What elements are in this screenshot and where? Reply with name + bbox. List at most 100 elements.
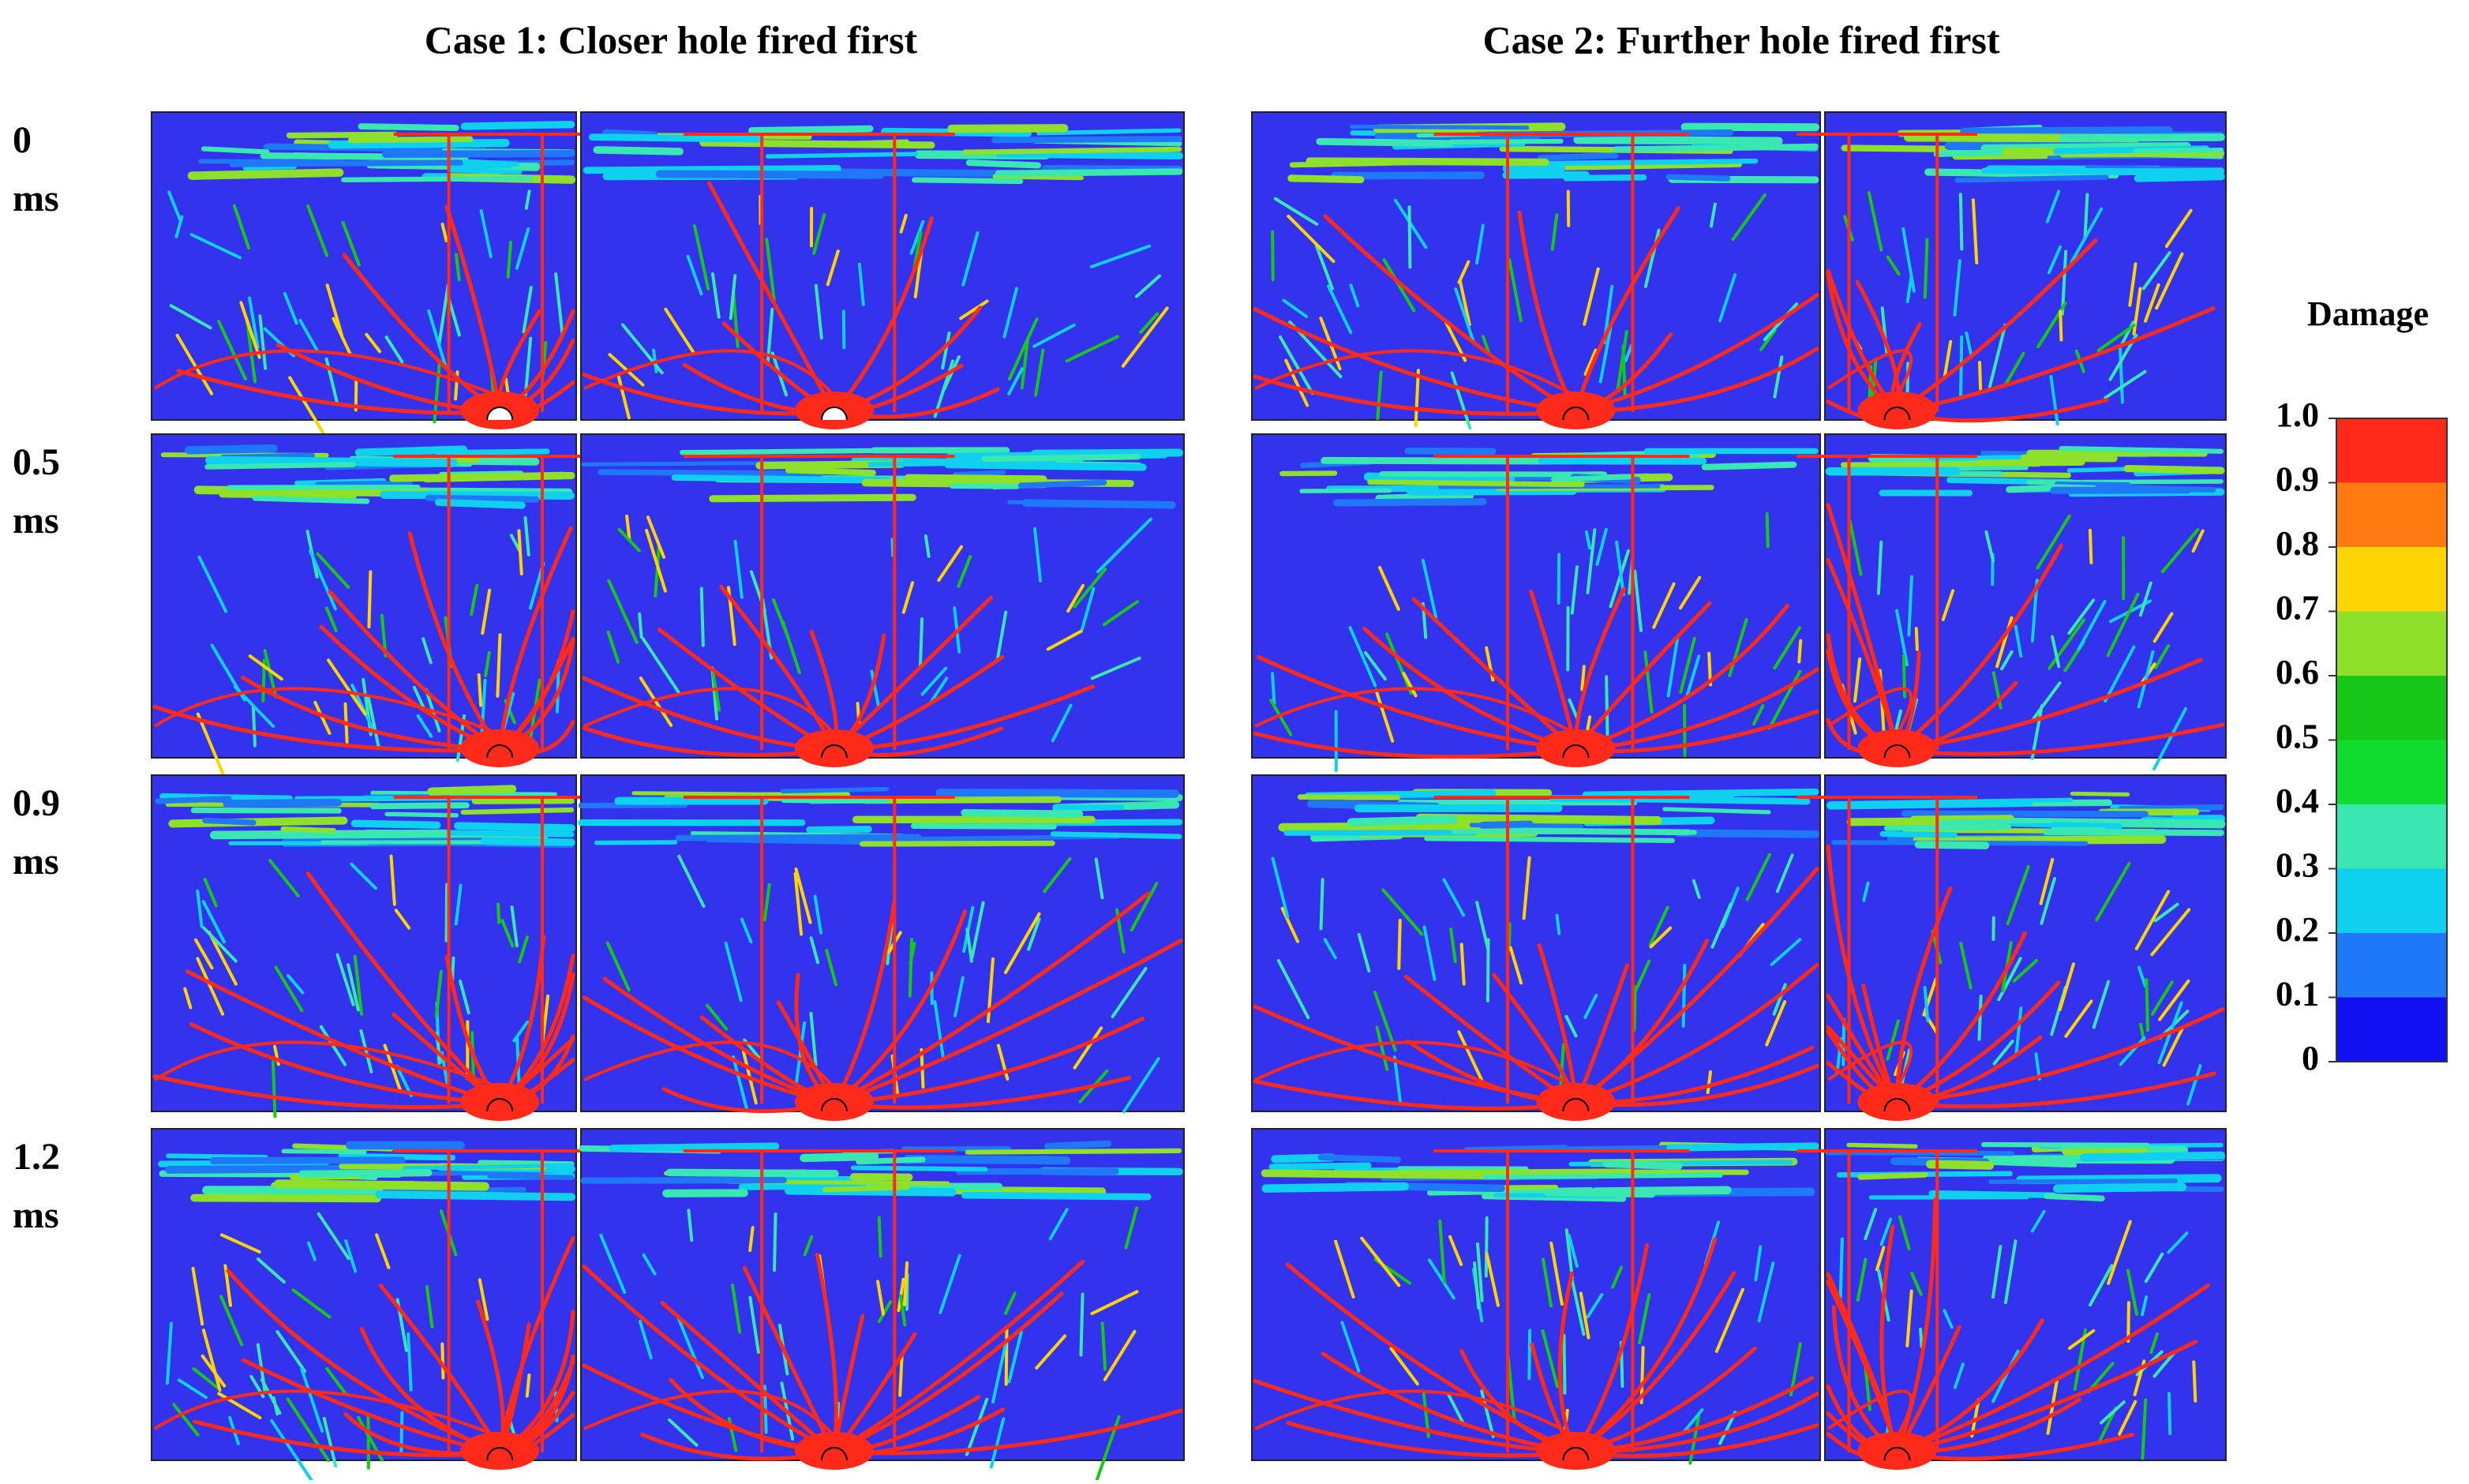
damage-streak [279, 1184, 485, 1186]
damage-streak [405, 1165, 571, 1167]
damage-streak [1995, 1163, 2074, 1165]
damage-streak [192, 173, 339, 176]
damage-panel [152, 434, 585, 775]
damage-streak [433, 833, 571, 835]
damage-streak [369, 571, 370, 627]
damage-streak [1368, 477, 1511, 480]
damage-streak [2084, 1156, 2221, 1158]
colorbar-segment [2336, 547, 2447, 612]
damage-streak [294, 155, 381, 157]
damage-streak [879, 1218, 881, 1257]
damage-streak [527, 1375, 530, 1396]
damage-streak [854, 1177, 909, 1178]
damage-streak [1021, 482, 1103, 485]
damage-panel [152, 775, 585, 1121]
damage-streak [1767, 514, 1768, 546]
damage-streak [1399, 920, 1400, 969]
damage-streak [1321, 1157, 1398, 1160]
damage-panel [1796, 112, 2226, 429]
damage-streak [343, 178, 530, 180]
damage-streak [2108, 171, 2221, 172]
damage-streak [2194, 1362, 2195, 1400]
damage-streak [1705, 465, 1793, 467]
damage-streak [2069, 469, 2124, 470]
damage-streak [1979, 996, 1980, 1040]
damage-streak [955, 472, 1004, 474]
damage-panel [1796, 434, 2226, 769]
colorbar-segment [2336, 804, 2447, 869]
damage-streak [1849, 1145, 1916, 1147]
damage-streak [713, 497, 913, 499]
damage-streak [2060, 312, 2061, 340]
damage-streak [670, 1172, 835, 1173]
damage-streak [1509, 924, 1510, 950]
damage-streak [498, 905, 499, 923]
damage-streak [213, 1160, 402, 1161]
damage-streak [1266, 1186, 1405, 1189]
damage-streak [393, 475, 571, 478]
damage-streak [1300, 797, 1398, 798]
damage-streak [1941, 820, 2051, 823]
damage-streak [810, 829, 869, 830]
damage-streak [2169, 1393, 2170, 1433]
colorbar-tick-label: 0.5 [2276, 718, 2319, 756]
damage-streak [1540, 156, 1615, 158]
damage-streak [227, 803, 338, 804]
damage-streak [998, 171, 1179, 173]
damage-streak [900, 1357, 901, 1396]
damage-streak [479, 675, 481, 706]
damage-streak [1841, 1239, 1842, 1298]
damage-streak [484, 841, 571, 843]
damage-streak [995, 139, 1179, 140]
damage-streak [1272, 673, 1274, 703]
damage-streak [678, 837, 918, 838]
damage-streak [204, 148, 267, 152]
damage-streak [2072, 793, 2127, 794]
damage-streak [1047, 1144, 1108, 1146]
damage-streak [1410, 207, 1411, 267]
row-unit: ms [13, 1194, 59, 1236]
damage-streak [205, 820, 253, 823]
damage-streak [439, 502, 523, 505]
damage-streak [458, 826, 571, 828]
colorbar-tick-label: 0.9 [2276, 460, 2319, 499]
damage-streak [1272, 1166, 1369, 1167]
damage-streak [1684, 965, 1685, 1026]
damage-streak [1426, 838, 1672, 841]
damage-streak [1408, 451, 1493, 452]
damage-streak [948, 465, 1143, 467]
damage-streak [1291, 178, 1361, 180]
damage-streak [1931, 1194, 2054, 1196]
damage-streak [1486, 1175, 1721, 1177]
damage-streak [1454, 831, 1695, 832]
damage-streak [2057, 1187, 2182, 1189]
damage-streak [1886, 827, 2008, 829]
damage-streak [168, 1156, 266, 1157]
damage-streak [431, 789, 512, 791]
damage-streak [1925, 239, 1928, 297]
damage-streak [194, 1198, 377, 1199]
damage-streak [1026, 503, 1172, 505]
damage-streak [1379, 496, 1470, 499]
damage-panel [1252, 112, 1820, 429]
damage-panel [1252, 775, 1820, 1121]
damage-streak [910, 939, 912, 996]
colorbar-segment [2336, 933, 2447, 998]
damage-streak [703, 143, 931, 145]
colorbar-tick-label: 1.0 [2276, 395, 2319, 434]
colorbar-tick-label: 0.3 [2276, 846, 2319, 885]
column-title: Case 2: Further hole fired first [1483, 17, 2000, 62]
damage-streak [1586, 792, 1815, 795]
damage-streak [359, 449, 464, 452]
damage-streak [302, 1173, 429, 1175]
damage-panel [152, 1129, 585, 1480]
damage-streak [1324, 460, 1549, 461]
damage-panel [1252, 434, 1820, 770]
damage-streak [1931, 1164, 1990, 1166]
damage-streak [1916, 628, 1917, 650]
colorbar-tick-label: 0.4 [2276, 781, 2319, 820]
colorbar-segment [2336, 418, 2447, 483]
damage-panel [1252, 1129, 1820, 1470]
damage-streak [1529, 1330, 1530, 1378]
